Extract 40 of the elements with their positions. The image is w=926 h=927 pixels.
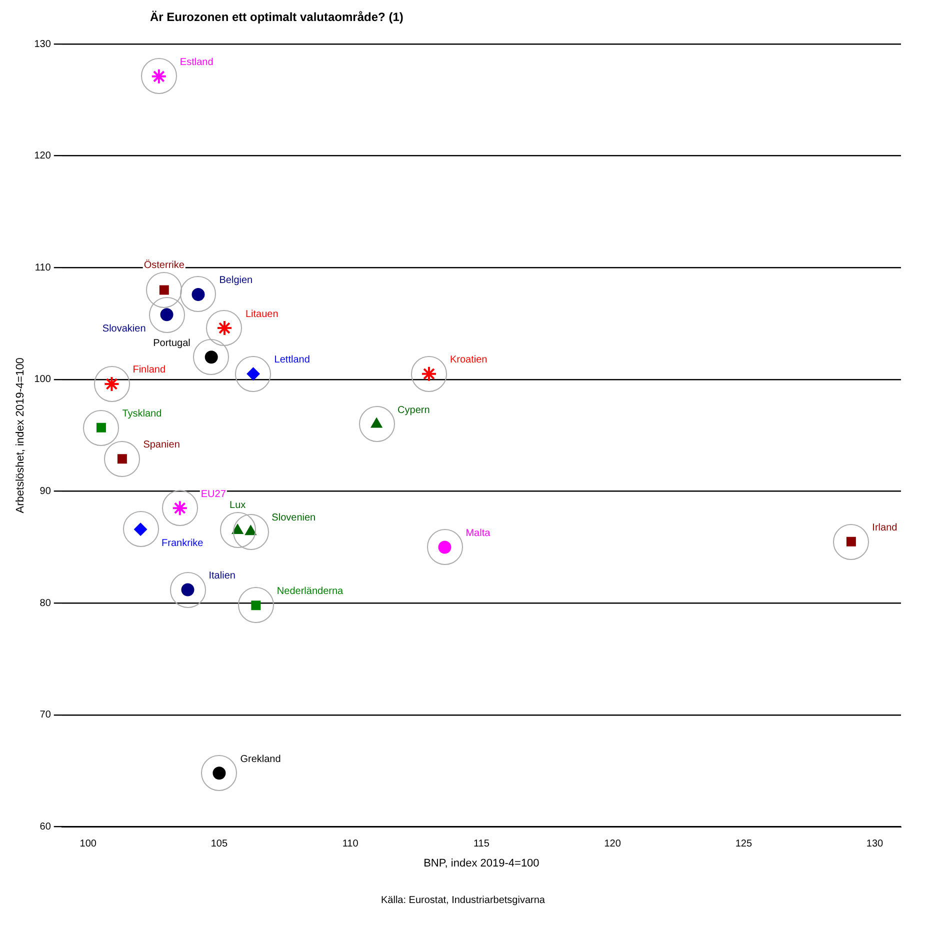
x-axis-title: BNP, index 2019-4=100 (424, 857, 540, 870)
x-tick-label: 130 (866, 838, 884, 850)
series-label: Lettland (274, 354, 310, 366)
series-label: Lux (230, 500, 246, 512)
y-tick-label: 130 (34, 38, 52, 50)
series-label: EU27 (200, 488, 226, 500)
y-tick-label: 60 (40, 822, 52, 833)
series-label: Irland (872, 522, 898, 534)
x-tick-label: 120 (604, 838, 622, 850)
series-label: Slovakien (102, 323, 146, 334)
y-tick-label: 110 (34, 262, 52, 274)
series-label: Litauen (245, 308, 278, 320)
x-tick-label: 100 (80, 838, 97, 850)
text: Österrike (144, 258, 185, 271)
series-label: Frankrike (162, 538, 204, 550)
x-tick-label: 115 (473, 838, 490, 850)
series-label: Nederländerna (276, 586, 344, 598)
series-label: Tyskland (122, 408, 162, 420)
chart-title: Är Eurozonen ett optimalt valutaområde? (1) (150, 10, 404, 24)
series-label: Portugal (153, 338, 190, 349)
series-label: Malta (466, 528, 491, 539)
series-label: Slovenien (272, 512, 316, 524)
series-label: Spanien (143, 440, 180, 451)
y-tick-label: 80 (40, 598, 52, 609)
y-tick-label: 100 (34, 374, 52, 386)
y-tick-label: 90 (40, 486, 52, 498)
series-label: Kroatien (450, 354, 488, 366)
x-tick-label: 110 (342, 838, 359, 850)
x-tick-label: 105 (210, 838, 228, 850)
series-label: Cypern (398, 404, 430, 416)
series-label: Estland (180, 57, 214, 68)
series-label: Grekland (240, 754, 281, 765)
series-label: Belgien (219, 275, 253, 286)
y-axis-title: Arbetslöshet, index 2019-4=100 (14, 358, 27, 514)
y-tick-label: 70 (40, 710, 52, 721)
series-label: Italien (208, 570, 236, 582)
y-tick-label: 120 (34, 150, 52, 162)
text: Källa: Eurostat, Industriarbetsgivarna (380, 895, 546, 906)
series-label: Finland (132, 364, 166, 376)
x-tick-label: 125 (735, 838, 752, 850)
